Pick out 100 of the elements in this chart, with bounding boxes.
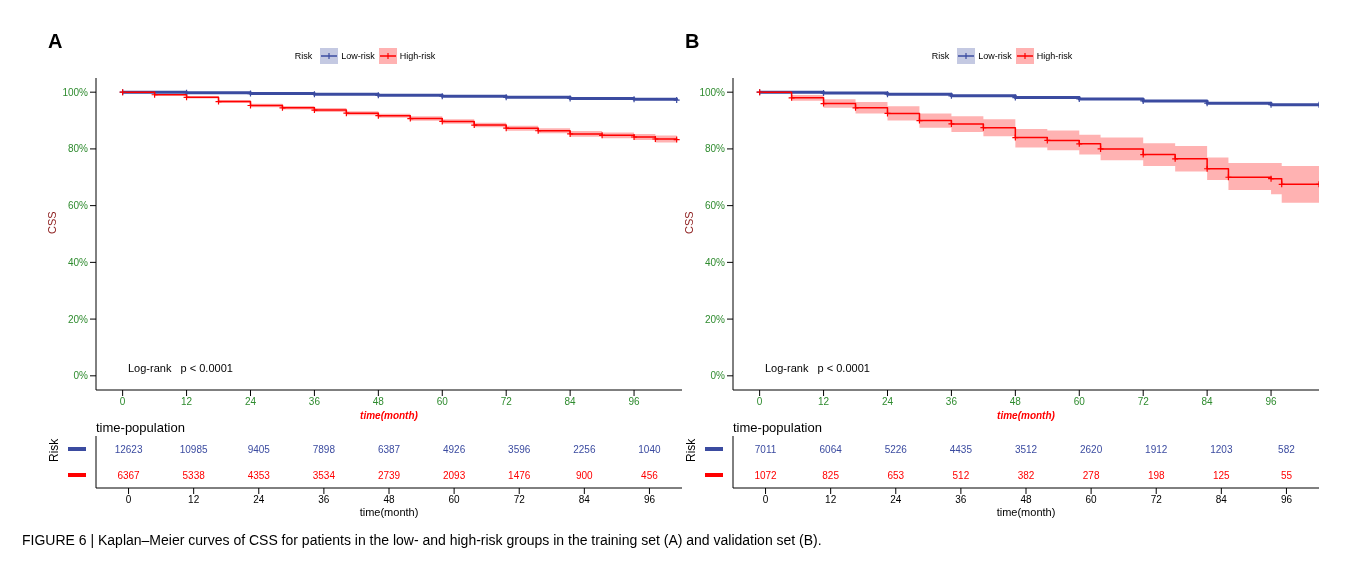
data-label: 2256 <box>573 443 596 455</box>
legend-label: High-risk <box>399 51 436 61</box>
legend-label: Low-risk <box>978 51 1012 61</box>
data-label: 7011 <box>754 443 777 455</box>
data-label: 5226 <box>884 443 908 455</box>
y-tick-label: 0% <box>710 370 726 382</box>
chart-title: A <box>48 30 63 53</box>
x-tick-label: 84 <box>1201 396 1214 408</box>
data-label: 7898 <box>312 443 336 455</box>
data-label: 1040 <box>638 443 661 455</box>
legend-title: Risk <box>294 51 313 61</box>
data-label: 1912 <box>1145 443 1168 455</box>
data-label: 456 <box>641 469 659 481</box>
x-tick-label: 36 <box>318 494 330 506</box>
x-tick-label: 12 <box>825 494 837 506</box>
x-axis-title: time(month) <box>360 410 419 421</box>
chart-title: time-population <box>733 420 822 435</box>
x-tick-label: 12 <box>181 396 193 408</box>
x-tick-label: 0 <box>119 396 126 408</box>
x-tick-label: 96 <box>628 396 641 408</box>
x-tick-label: 60 <box>436 396 449 408</box>
x-tick-label: 48 <box>1020 494 1032 506</box>
x-tick-label: 96 <box>1280 494 1293 506</box>
y-tick-label: 60% <box>704 200 726 212</box>
x-tick-label: 48 <box>383 494 395 506</box>
data-label: 3512 <box>1014 443 1038 455</box>
y-axis-title: Risk <box>47 437 62 462</box>
data-label: 5338 <box>182 469 206 481</box>
data-label: 1203 <box>1210 443 1233 455</box>
x-tick-label: 24 <box>890 494 902 506</box>
x-axis-title: time(month) <box>996 506 1056 518</box>
x-tick-label: 60 <box>1085 494 1098 506</box>
x-tick-label: 0 <box>756 396 763 408</box>
data-label: 382 <box>1017 469 1035 481</box>
x-tick-label: 84 <box>564 396 577 408</box>
data-label: 6367 <box>117 469 141 481</box>
data-label: 2093 <box>442 469 466 481</box>
y-axis-title: Risk <box>684 437 699 462</box>
x-tick-label: 36 <box>308 396 321 408</box>
x-tick-label: 60 <box>1073 396 1086 408</box>
data-label: 582 <box>1278 443 1296 455</box>
legend-title: Risk <box>931 51 950 61</box>
x-tick-label: 12 <box>818 396 830 408</box>
x-tick-label: 24 <box>881 396 894 408</box>
data-label: 9405 <box>247 443 271 455</box>
chart-title: B <box>685 30 700 53</box>
data-label: 278 <box>1082 469 1100 481</box>
x-tick-label: 24 <box>244 396 257 408</box>
x-tick-label: 72 <box>513 494 526 506</box>
data-label: 825 <box>822 469 840 481</box>
x-tick-label: 96 <box>1265 396 1278 408</box>
caption: FIGURE 6 | Kaplan–Meier curves of CSS for patients in the low- and high-risk groups in the training set (A) and validation set (B). <box>22 532 822 548</box>
x-tick-label: 72 <box>1137 396 1150 408</box>
data-label: 512 <box>952 469 970 481</box>
data-label: 900 <box>575 469 594 481</box>
x-tick-label: 60 <box>448 494 461 506</box>
x-tick-label: 48 <box>372 396 385 408</box>
legend-label: High-risk <box>1036 51 1073 61</box>
data-label: 6387 <box>377 443 401 455</box>
data-label: 1072 <box>754 469 778 481</box>
y-axis-title: CSS <box>682 211 695 234</box>
data-label: 2620 <box>1079 443 1103 455</box>
x-tick-label: 12 <box>188 494 200 506</box>
x-tick-label: 84 <box>578 494 591 506</box>
x-tick-label: 72 <box>500 396 513 408</box>
y-tick-label: 20% <box>67 313 89 325</box>
y-tick-label: 20% <box>704 313 726 325</box>
y-tick-label: 60% <box>67 200 89 212</box>
x-tick-label: 0 <box>762 494 769 506</box>
x-tick-label: 48 <box>1009 396 1022 408</box>
x-tick-label: 36 <box>955 494 967 506</box>
data-label: 2739 <box>377 469 401 481</box>
x-tick-label: 0 <box>125 494 132 506</box>
annotation: Log-rank p < 0.0001 <box>765 362 870 374</box>
annotation: Log-rank p < 0.0001 <box>128 362 233 374</box>
y-tick-label: 40% <box>67 256 89 268</box>
data-label: 125 <box>1212 469 1231 481</box>
chart-title: time-population <box>96 420 185 435</box>
data-label: 3596 <box>508 443 531 455</box>
x-tick-label: 24 <box>253 494 265 506</box>
x-tick-label: 84 <box>1215 494 1228 506</box>
data-label: 55 <box>1280 469 1293 481</box>
data-label: 1476 <box>508 469 531 481</box>
x-axis-title: time(month) <box>997 410 1056 421</box>
y-tick-label: 40% <box>704 256 726 268</box>
x-axis-title: time(month) <box>359 506 419 518</box>
x-tick-label: 96 <box>643 494 656 506</box>
data-label: 4926 <box>442 443 466 455</box>
x-tick-label: 72 <box>1150 494 1163 506</box>
data-label: 3534 <box>312 469 336 481</box>
y-tick-label: 80% <box>704 143 726 155</box>
data-label: 6064 <box>819 443 843 455</box>
legend-label: Low-risk <box>341 51 375 61</box>
y-tick-label: 80% <box>67 143 89 155</box>
data-label: 653 <box>887 469 905 481</box>
data-label: 198 <box>1147 469 1165 481</box>
y-tick-label: 100% <box>699 86 726 98</box>
data-label: 10985 <box>179 443 209 455</box>
data-label: 4353 <box>247 469 271 481</box>
y-tick-label: 100% <box>62 86 89 98</box>
